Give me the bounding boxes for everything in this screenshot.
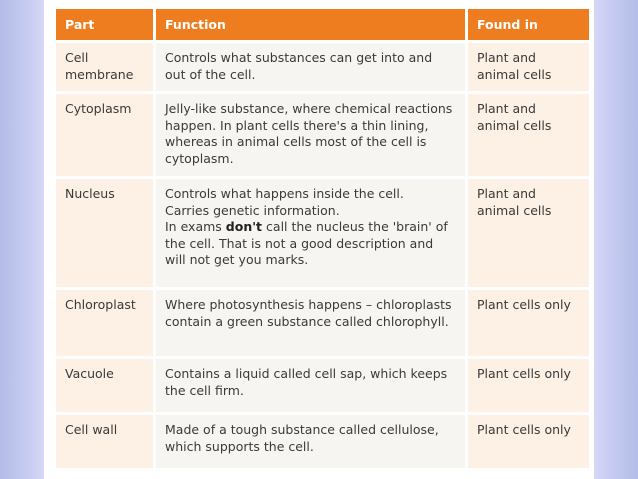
table-header-row: Part Function Found in: [56, 9, 589, 40]
table-row: Cell membrane Controls what substances c…: [56, 43, 589, 91]
table-row: Vacuole Contains a liquid called cell sa…: [56, 359, 589, 412]
found-in-cell: Plant and animal cells: [468, 179, 589, 287]
part-cell: Vacuole: [56, 359, 153, 412]
part-cell: Nucleus: [56, 179, 153, 287]
function-cell: Contains a liquid called cell sap, which…: [156, 359, 465, 412]
found-in-cell: Plant cells only: [468, 290, 589, 356]
part-cell: Cytoplasm: [56, 94, 153, 176]
table-row: Cytoplasm Jelly-like substance, where ch…: [56, 94, 589, 176]
found-in-cell: Plant and animal cells: [468, 94, 589, 176]
found-in-cell: Plant cells only: [468, 415, 589, 468]
function-cell: Controls what substances can get into an…: [156, 43, 465, 91]
part-cell: Chloroplast: [56, 290, 153, 356]
function-cell: Made of a tough substance called cellulo…: [156, 415, 465, 468]
emphasis-text: don't: [225, 219, 263, 234]
function-line: Carries genetic information.: [165, 202, 340, 218]
part-cell: Cell membrane: [56, 43, 153, 91]
found-in-cell: Plant cells only: [468, 359, 589, 412]
table-row: Nucleus Controls what happens inside the…: [56, 179, 589, 287]
function-line: Controls what happens inside the cell.: [165, 186, 404, 201]
function-text: In exams: [165, 219, 222, 234]
table-row: Cell wall Made of a tough substance call…: [56, 415, 589, 468]
function-cell: Jelly-like substance, where chemical rea…: [156, 94, 465, 176]
header-part: Part: [56, 9, 153, 40]
part-cell: Cell wall: [56, 415, 153, 468]
function-cell: Where photosynthesis happens – chloropla…: [156, 290, 465, 356]
header-function: Function: [156, 9, 465, 40]
function-cell: Controls what happens inside the cell. C…: [156, 179, 465, 287]
function-text: call the nucleus the 'brain' of the cell…: [165, 219, 448, 267]
cell-parts-table: Part Function Found in Cell membrane Con…: [53, 6, 592, 471]
found-in-cell: Plant and animal cells: [468, 43, 589, 91]
document-page: Part Function Found in Cell membrane Con…: [44, 0, 594, 479]
header-found-in: Found in: [468, 9, 589, 40]
table-row: Chloroplast Where photosynthesis happens…: [56, 290, 589, 356]
